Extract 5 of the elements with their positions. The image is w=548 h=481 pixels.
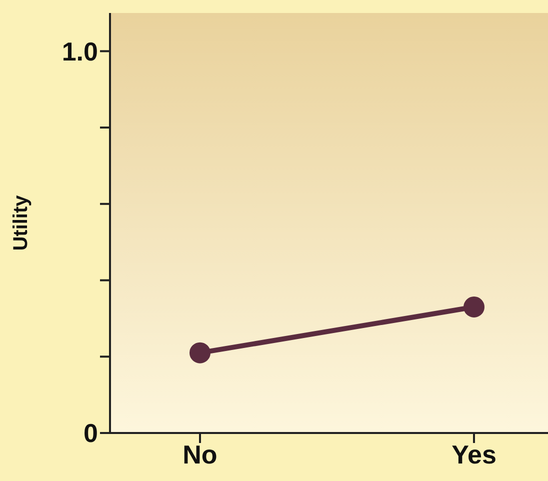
x-tick-label: Yes (452, 439, 496, 470)
y-tick-label: 0 (84, 418, 98, 448)
y-axis-title: Utility (10, 194, 32, 251)
y-tick-label: 1.0 (62, 36, 98, 66)
x-tick-label: No (182, 439, 218, 470)
